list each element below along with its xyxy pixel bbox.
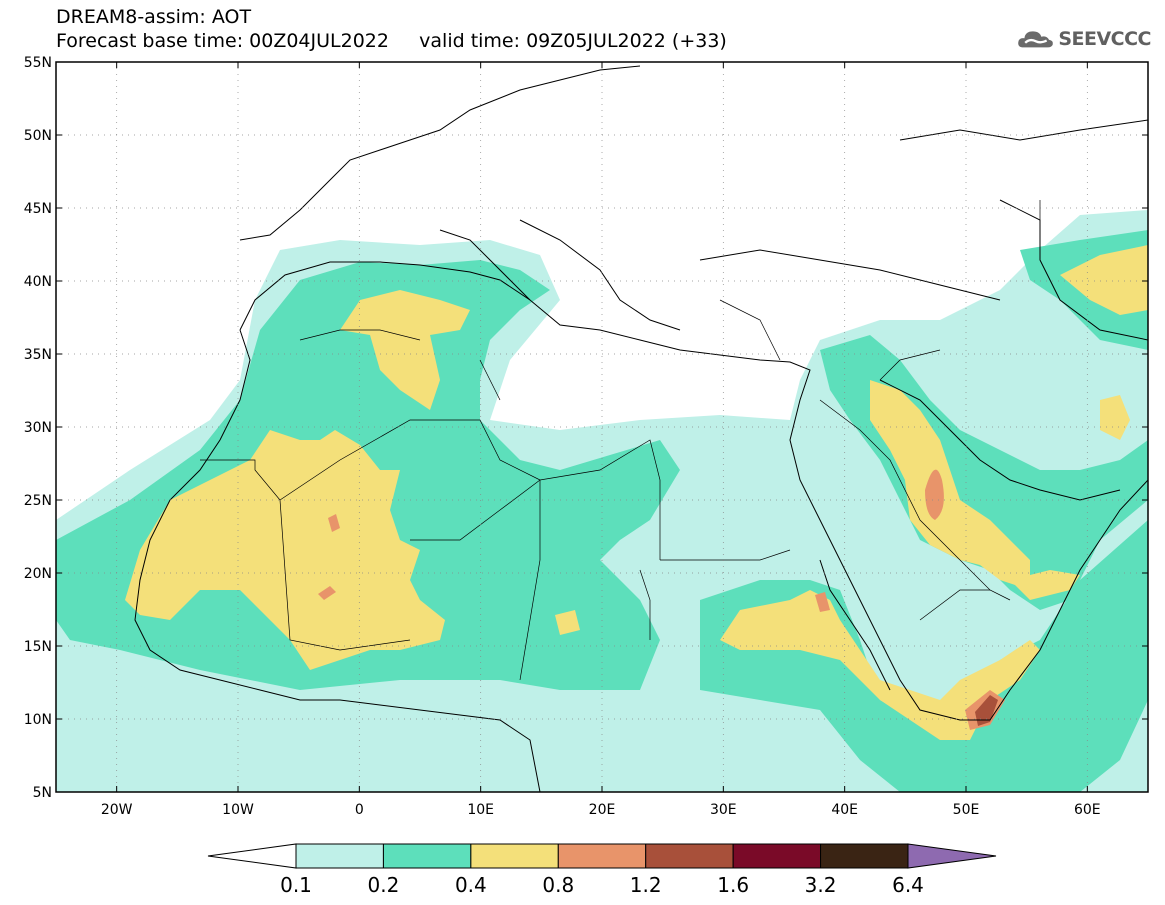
colorbar-box (732, 843, 822, 869)
lat-tick-label: 45N (24, 201, 52, 217)
aot-level-3 (125, 245, 1148, 740)
lon-tick-label: 10W (222, 802, 254, 818)
lat-tick-label: 40N (24, 274, 52, 290)
seevccc-logo: SEEVCCC (1016, 22, 1151, 56)
colorbar-box (470, 843, 559, 869)
colorbar-label: 3.2 (805, 873, 837, 897)
logo-text: SEEVCCC (1058, 28, 1151, 50)
chart-subtitle: Forecast base time: 00Z04JUL2022 valid t… (56, 30, 727, 52)
lat-tick-label: 25N (24, 493, 52, 509)
colorbar-label: 1.6 (717, 873, 749, 897)
lon-tick-label: 20E (589, 802, 616, 818)
lon-tick-label: 20W (101, 802, 133, 818)
colorbar-boxes (207, 843, 997, 869)
lat-tick-label: 15N (24, 639, 52, 655)
lon-tick-label: 50E (953, 802, 980, 818)
colorbar-box (645, 843, 734, 869)
colorbar-box (557, 843, 647, 869)
lon-tick-label: 40E (831, 802, 858, 818)
colorbar-label: 6.4 (892, 873, 924, 897)
colorbar-label: 1.2 (630, 873, 662, 897)
lat-tick-label: 30N (24, 420, 52, 436)
lon-tick-label: 0 (355, 802, 364, 818)
cloud-icon (1018, 31, 1053, 48)
colorbar-under-arrow (207, 843, 297, 869)
coastlines (134, 65, 1148, 792)
graticule (56, 62, 1148, 792)
lat-tick-label: 5N (33, 785, 52, 801)
latitude-axis: 5N 10N 15N 20N 25N 30N 35N 40N 45N 50N 55N (24, 55, 1148, 801)
aot-level-5 (975, 695, 998, 726)
lat-tick-label: 10N (24, 712, 52, 728)
colorbar-label: 0.1 (280, 873, 312, 897)
colorbar-box (820, 843, 909, 869)
colorbar-label: 0.2 (368, 873, 400, 897)
colorbar-box (382, 843, 472, 869)
lat-tick-label: 20N (24, 566, 52, 582)
longitude-axis: 20W 10W 0 10E 20E 30E 40E 50E 60E (101, 62, 1101, 818)
lon-tick-label: 10E (467, 802, 494, 818)
colorbar-labels: 0.1 0.2 0.4 0.8 1.2 1.6 3.2 6.4 (280, 873, 924, 897)
chart-title: DREAM8-assim: AOT (56, 6, 252, 28)
colorbar-label: 0.8 (542, 873, 574, 897)
lon-tick-label: 60E (1074, 802, 1101, 818)
lat-tick-label: 50N (24, 128, 52, 144)
lat-tick-label: 55N (24, 55, 52, 71)
country-borders (200, 200, 1041, 681)
lon-tick-label: 30E (710, 802, 737, 818)
colorbar-label: 0.4 (455, 873, 487, 897)
colorbar-box (295, 843, 384, 869)
lat-tick-label: 35N (24, 347, 52, 363)
colorbar-over-arrow (907, 843, 997, 869)
